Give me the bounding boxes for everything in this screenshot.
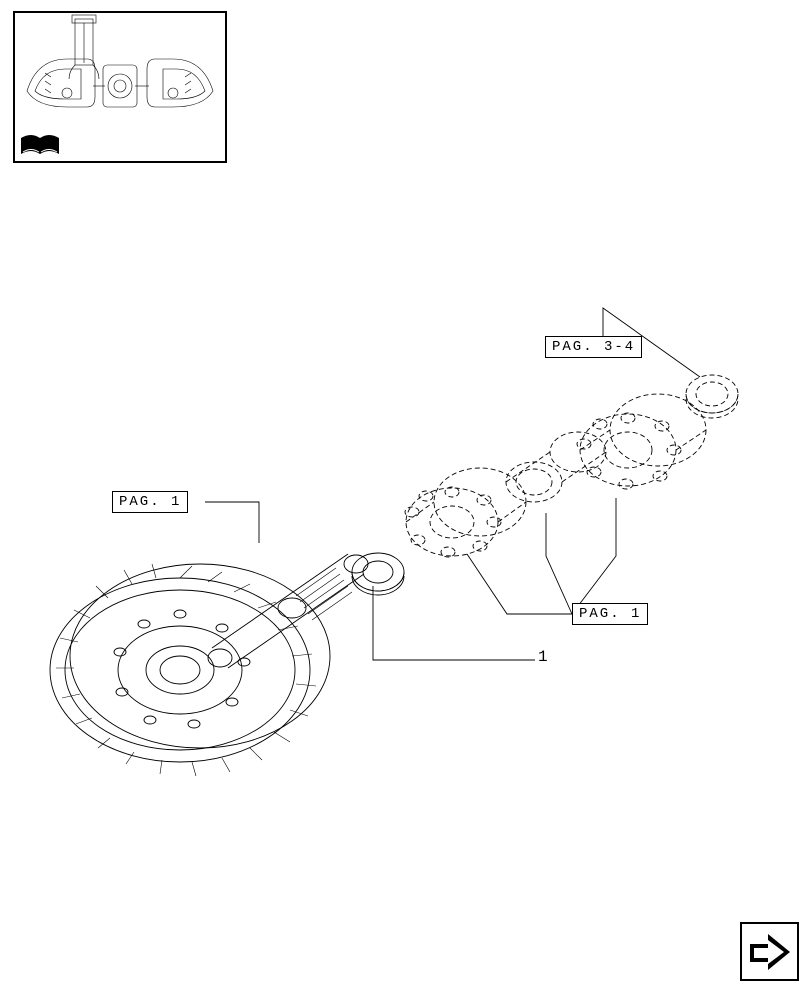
pinion-shaft <box>208 554 368 668</box>
label-pag-1-left-text: PAG. 1 <box>119 494 181 510</box>
label-pag-1-right: PAG. 1 <box>572 603 648 625</box>
bearing-outer <box>577 394 706 489</box>
bearing-inner <box>405 468 526 557</box>
continue-arrow-box <box>740 922 799 981</box>
continue-arrow-icon <box>742 924 797 979</box>
label-pag-1-left: PAG. 1 <box>112 491 188 513</box>
callout-1-text: 1 <box>538 648 550 666</box>
page-root: PAG. 3-4 PAG. 1 PAG. 1 1 <box>0 0 812 1000</box>
label-pag-1-right-text: PAG. 1 <box>579 606 641 622</box>
end-ring <box>686 375 738 418</box>
shim-washer <box>352 553 404 595</box>
callout-1-number: 1 <box>538 648 550 666</box>
label-pag-3-4-text: PAG. 3-4 <box>552 339 635 355</box>
label-pag-3-4: PAG. 3-4 <box>545 336 642 358</box>
